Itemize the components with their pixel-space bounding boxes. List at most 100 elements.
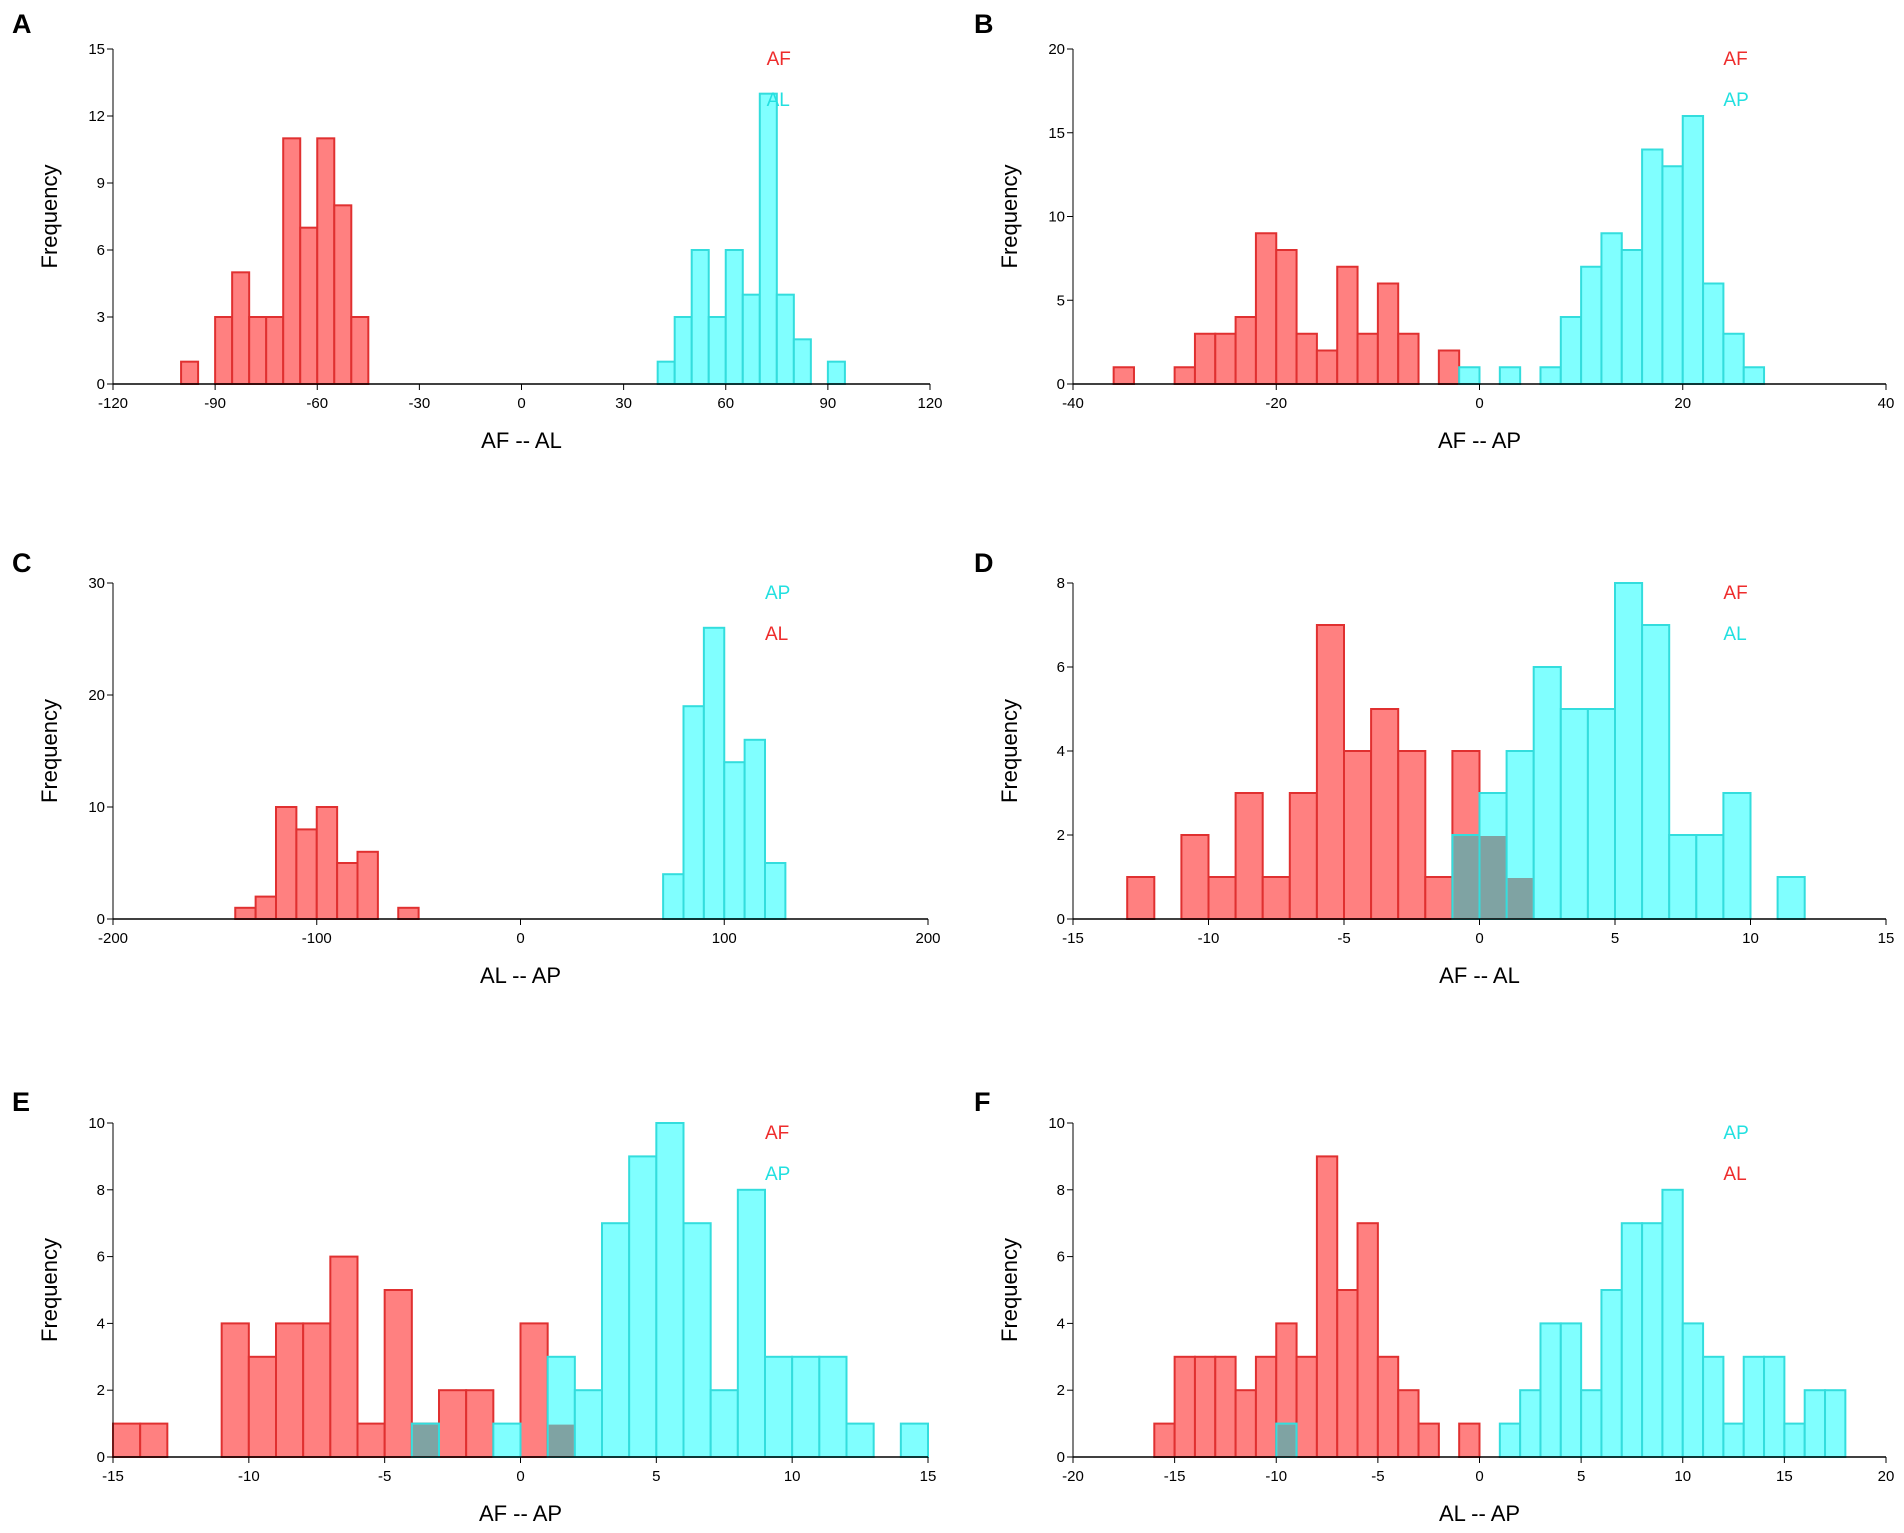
bar-ap [845,1422,875,1458]
x-tick-label: 0 [1475,1468,1483,1485]
bar-af [519,1322,549,1459]
bar-ap [1681,1322,1705,1459]
x-tick-label: -60 [306,395,328,412]
bar-af [1424,876,1454,920]
bar-ap [1580,1389,1603,1458]
x-tick-label: -5 [378,1468,391,1485]
bar-af [1376,282,1400,385]
x-tick-label: 0 [1475,395,1483,412]
bar-af [112,1422,142,1458]
bar-af [1234,792,1264,920]
bar-af [1112,366,1135,385]
bar-al [656,360,676,385]
bar-al [826,360,846,385]
bar-al [1193,1355,1217,1459]
y-axis-title: Frequency [37,699,62,803]
bar-ap [1519,1389,1542,1458]
bar-al [1695,834,1725,920]
x-tick-label: 10 [1674,1468,1691,1485]
bar-af [1126,876,1156,920]
bar-ap [1722,1422,1745,1458]
bar-al [707,316,727,385]
x-axis-title: AF -- AP [1438,428,1521,453]
y-tick-label: 8 [1057,575,1065,592]
bar-ap [709,1389,739,1458]
bar-al [1417,1422,1440,1458]
bar-ap [628,1155,658,1459]
y-tick-label: 6 [1057,659,1065,676]
bar-overlap [548,1424,574,1457]
x-tick-label: 0 [517,395,525,412]
bar-al [1153,1422,1176,1458]
bar-ap [818,1355,848,1459]
bar-al [1315,1155,1339,1459]
bar-ap [736,1188,766,1459]
bar-ap [1661,165,1684,385]
panel-letter-f: F [974,1087,991,1117]
bar-overlap [1480,836,1506,919]
bar-al [1295,1355,1318,1459]
bar-af [302,1322,332,1459]
bar-af [1261,876,1291,920]
x-axis-title: AL -- AP [480,963,561,988]
y-tick-label: 15 [88,41,105,58]
bar-al [741,293,761,385]
bar-af [1343,750,1373,920]
x-tick-label: 90 [820,395,837,412]
x-axis-title: AF -- AL [1439,963,1520,988]
legend-label-al: AL [1723,1164,1746,1185]
bar-ap [1498,1422,1522,1458]
bar-ap [764,1355,794,1459]
bar-af [1336,265,1359,385]
bar-al [336,862,359,920]
bars-d [1126,582,1806,920]
bar-af [231,271,251,386]
bar-al [1214,1355,1237,1459]
bar-overlap [1507,878,1533,919]
bar-al [690,249,710,385]
bar-af [139,1422,169,1458]
bar-al [1356,1222,1379,1458]
x-tick-label: 0 [516,1468,524,1485]
legend-label-af: AF [1723,49,1747,70]
bar-ap [573,1389,603,1458]
bar-al [1776,876,1806,920]
bar-ap [682,705,705,921]
legend-label-ap: AP [765,1164,790,1185]
panel-letter-c: C [12,548,32,578]
bar-ap [1722,332,1745,385]
bar-af [356,1422,386,1458]
y-tick-label: 2 [1057,1382,1065,1399]
x-tick-label: 100 [712,930,737,947]
y-axis-title: Frequency [37,165,62,269]
bar-ap [1763,1355,1786,1459]
bars-a [180,92,846,386]
bar-ap [1580,265,1603,385]
x-tick-label: 15 [1776,1468,1793,1485]
bar-ap [655,1122,685,1458]
x-tick-label: -15 [102,1468,124,1485]
bar-af [1193,332,1217,385]
x-tick-label: -10 [1265,1468,1287,1485]
bar-af [214,316,234,385]
bars-f [1153,1155,1847,1459]
bar-al [1234,1389,1257,1458]
bar-af [1315,624,1346,920]
x-tick-label: -100 [302,930,332,947]
x-tick-label: -10 [1198,930,1220,947]
panel-letter-d: D [974,548,994,578]
bar-ap [1641,148,1664,385]
bar-af [1370,708,1400,920]
x-tick-label: -120 [98,395,128,412]
bar-al [1586,708,1617,920]
x-tick-label: 0 [1475,930,1483,947]
x-tick-label: -10 [238,1468,260,1485]
x-tick-label: -5 [1337,930,1350,947]
bar-af [1437,349,1461,385]
bar-ap [682,1222,712,1458]
bar-ap [1620,1222,1644,1458]
bar-al [275,806,298,920]
bar-ap [1742,366,1766,385]
bar-af [465,1389,495,1458]
bar-ap [1803,1389,1827,1458]
